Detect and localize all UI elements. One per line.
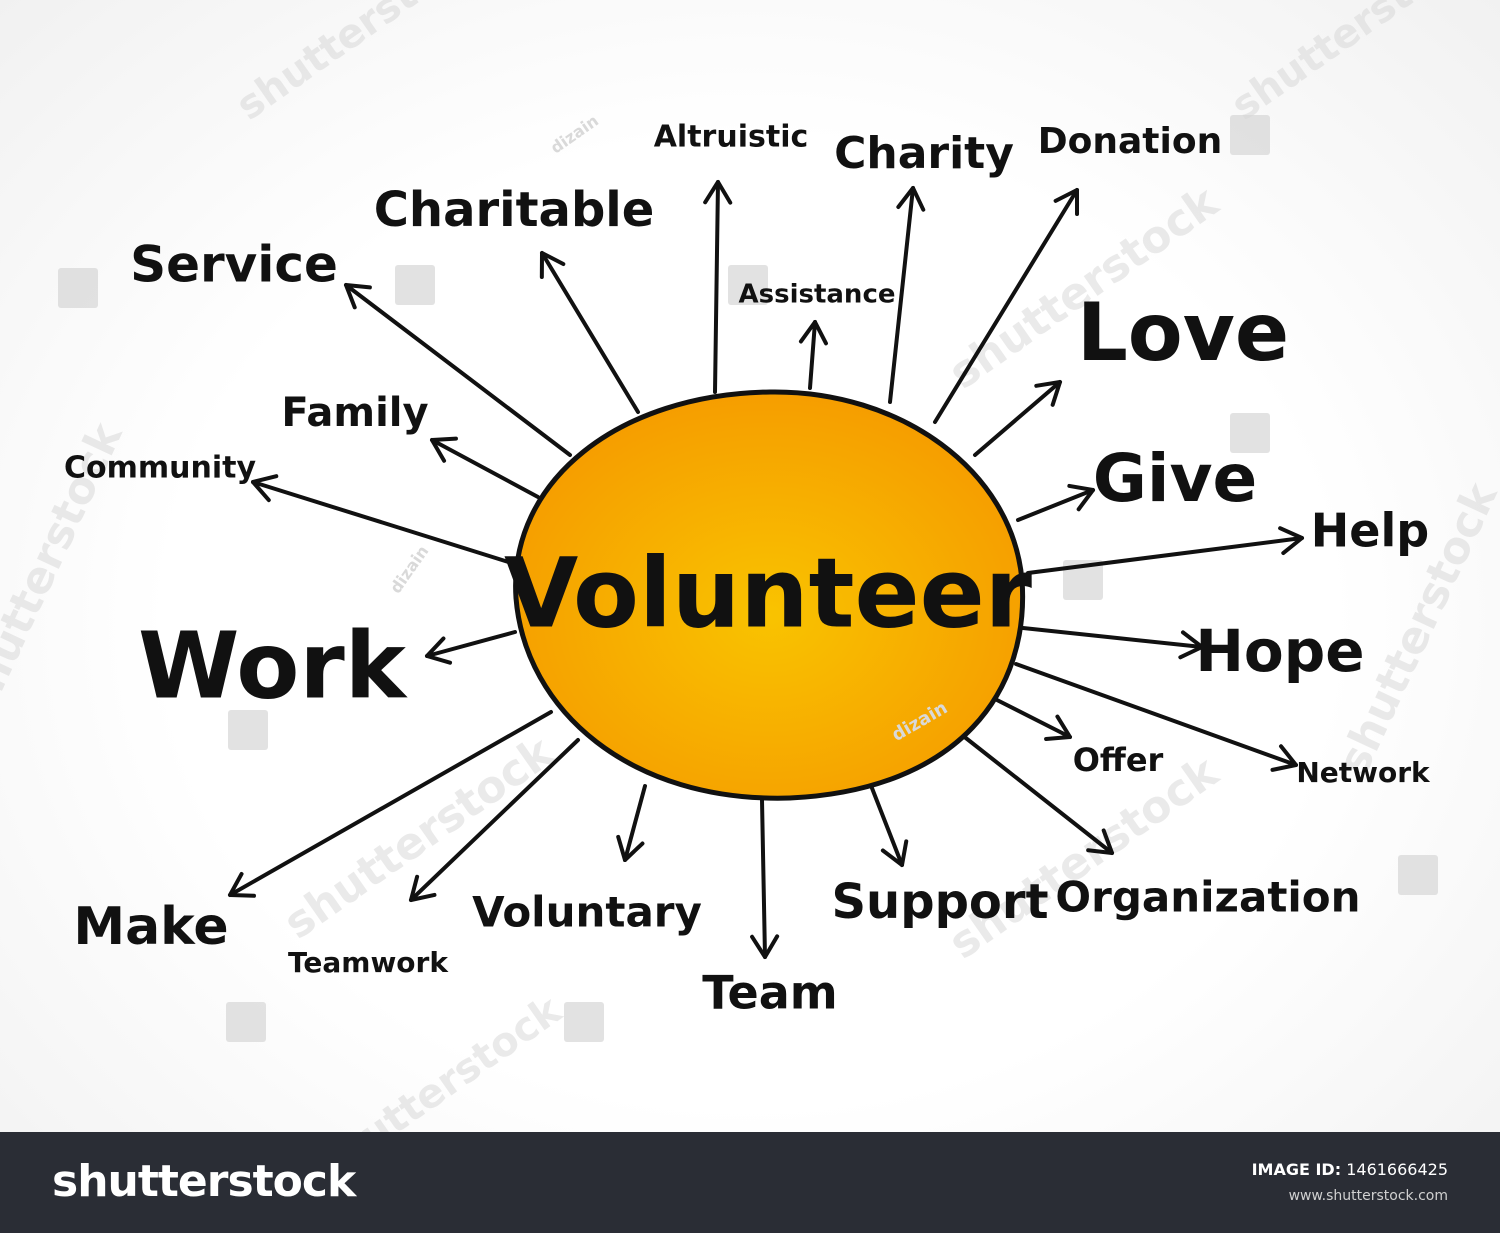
center-ellipse xyxy=(513,389,1026,801)
footer-url[interactable]: www.shutterstock.com xyxy=(1288,1188,1448,1204)
arrow-head-make xyxy=(228,871,256,898)
branch-label-love: Love xyxy=(1077,286,1289,379)
branch-labels: Altruistic Charity Donation Charitable Servi… xyxy=(64,120,1431,1020)
arrow-head-voluntary xyxy=(616,834,645,862)
arrow-line-voluntary xyxy=(623,784,647,862)
arrow-line-service xyxy=(344,283,572,457)
branch-label-help: Help xyxy=(1311,504,1429,558)
center-node: Volunteer xyxy=(504,389,1033,801)
watermark-logo-icon xyxy=(228,710,268,750)
arrow-head-team xyxy=(750,934,780,959)
watermark-logo-icon xyxy=(1398,855,1438,895)
branch-label-charitable: Charitable xyxy=(374,182,655,238)
arrow-line-organization xyxy=(960,733,1114,855)
watermark-text: shutterstock xyxy=(308,987,570,1132)
arrow-head-network xyxy=(1270,744,1298,772)
watermark-author: dizain xyxy=(386,542,432,597)
arrow-head-offer xyxy=(1044,714,1072,741)
branch-label-voluntary: Voluntary xyxy=(472,888,702,937)
arrow-line-donation xyxy=(933,188,1079,424)
branch-label-team: Team xyxy=(702,966,837,1020)
branch-label-service: Service xyxy=(130,236,338,294)
branch-label-hope: Hope xyxy=(1195,617,1364,685)
arrow-line-team xyxy=(760,798,767,959)
arrow-head-teamwork xyxy=(409,874,437,902)
image-id-value: 1461666425 xyxy=(1346,1160,1448,1179)
arrow-head-charity xyxy=(896,186,926,212)
branch-label-organization: Organization xyxy=(1055,873,1360,922)
arrow-line-help xyxy=(1026,536,1304,575)
arrow-layer xyxy=(228,180,1304,959)
watermark-logo-icon xyxy=(1230,115,1270,155)
arrow-head-support xyxy=(880,839,909,867)
arrow-head-community xyxy=(251,474,279,503)
mindmap-diagram: shutterstock shutterstock shutterstock shut… xyxy=(0,0,1500,1132)
image-id-label: IMAGE ID: xyxy=(1251,1160,1342,1179)
arrow-head-assistance xyxy=(798,320,828,346)
watermark-logo-icon xyxy=(395,265,435,305)
arrow-line-network xyxy=(1014,662,1298,767)
arrow-head-altruistic xyxy=(703,180,733,205)
arrow-head-love xyxy=(1034,380,1062,407)
image-id: IMAGE ID: 1461666425 xyxy=(1252,1160,1448,1179)
watermark-logo-icon xyxy=(1063,560,1103,600)
branch-label-support: Support xyxy=(831,874,1048,930)
arrow-head-organization xyxy=(1086,828,1114,855)
watermark-logo-icon xyxy=(226,1002,266,1042)
arrow-line-hope xyxy=(1021,626,1204,649)
arrow-line-charity xyxy=(888,186,915,404)
footer-bar: shutterstock IMAGE ID: 1461666425 www.sh… xyxy=(0,1132,1500,1233)
arrow-head-family xyxy=(430,436,458,463)
branch-label-give: Give xyxy=(1093,440,1258,517)
arrow-line-teamwork xyxy=(409,738,580,902)
branch-label-make: Make xyxy=(73,897,228,957)
arrow-head-work xyxy=(425,636,453,665)
branch-label-donation: Donation xyxy=(1038,121,1222,162)
watermark-logo-icon xyxy=(728,265,768,305)
branch-label-assistance: Assistance xyxy=(739,280,896,310)
arrow-line-work xyxy=(425,630,517,658)
branch-label-community: Community xyxy=(64,451,256,486)
arrow-line-give xyxy=(1016,488,1095,522)
arrow-line-assistance xyxy=(808,320,817,390)
watermark-text: shutterstock xyxy=(1223,0,1485,129)
arrow-head-give xyxy=(1067,483,1095,512)
arrow-line-make xyxy=(228,710,553,897)
arrow-line-altruistic xyxy=(713,180,720,394)
branch-label-work: Work xyxy=(138,612,408,719)
branch-label-family: Family xyxy=(281,390,428,436)
center-label: Volunteer xyxy=(504,537,1033,649)
arrow-head-donation xyxy=(1053,188,1080,216)
arrow-head-hope xyxy=(1178,630,1204,660)
arrow-head-help xyxy=(1278,526,1304,556)
arrow-head-service xyxy=(344,283,372,310)
branch-label-charity: Charity xyxy=(834,128,1014,179)
arrow-line-support xyxy=(868,781,904,867)
watermark-author: dizain xyxy=(547,111,602,157)
arrow-line-love xyxy=(973,380,1062,457)
branch-label-teamwork: Teamwork xyxy=(288,946,449,979)
watermark-text: shutterstock xyxy=(228,0,490,129)
arrow-line-community xyxy=(251,480,520,567)
footer-logo[interactable]: shutterstock xyxy=(52,1156,356,1207)
branch-label-offer: Offer xyxy=(1073,741,1164,779)
watermark-logo-icon xyxy=(58,268,98,308)
watermark-text: shutterstock xyxy=(940,746,1229,970)
arrow-line-offer xyxy=(991,696,1072,739)
arrow-line-charitable xyxy=(540,251,640,414)
watermark-logo-icon xyxy=(564,1002,604,1042)
branch-label-network: Network xyxy=(1296,756,1431,789)
mindmap-canvas: shutterstock shutterstock shutterstock shut… xyxy=(0,0,1500,1132)
branch-label-altruistic: Altruistic xyxy=(654,120,809,155)
arrow-head-charitable xyxy=(539,251,566,279)
watermark-logo-icon xyxy=(1230,413,1270,453)
arrow-line-family xyxy=(430,438,540,499)
